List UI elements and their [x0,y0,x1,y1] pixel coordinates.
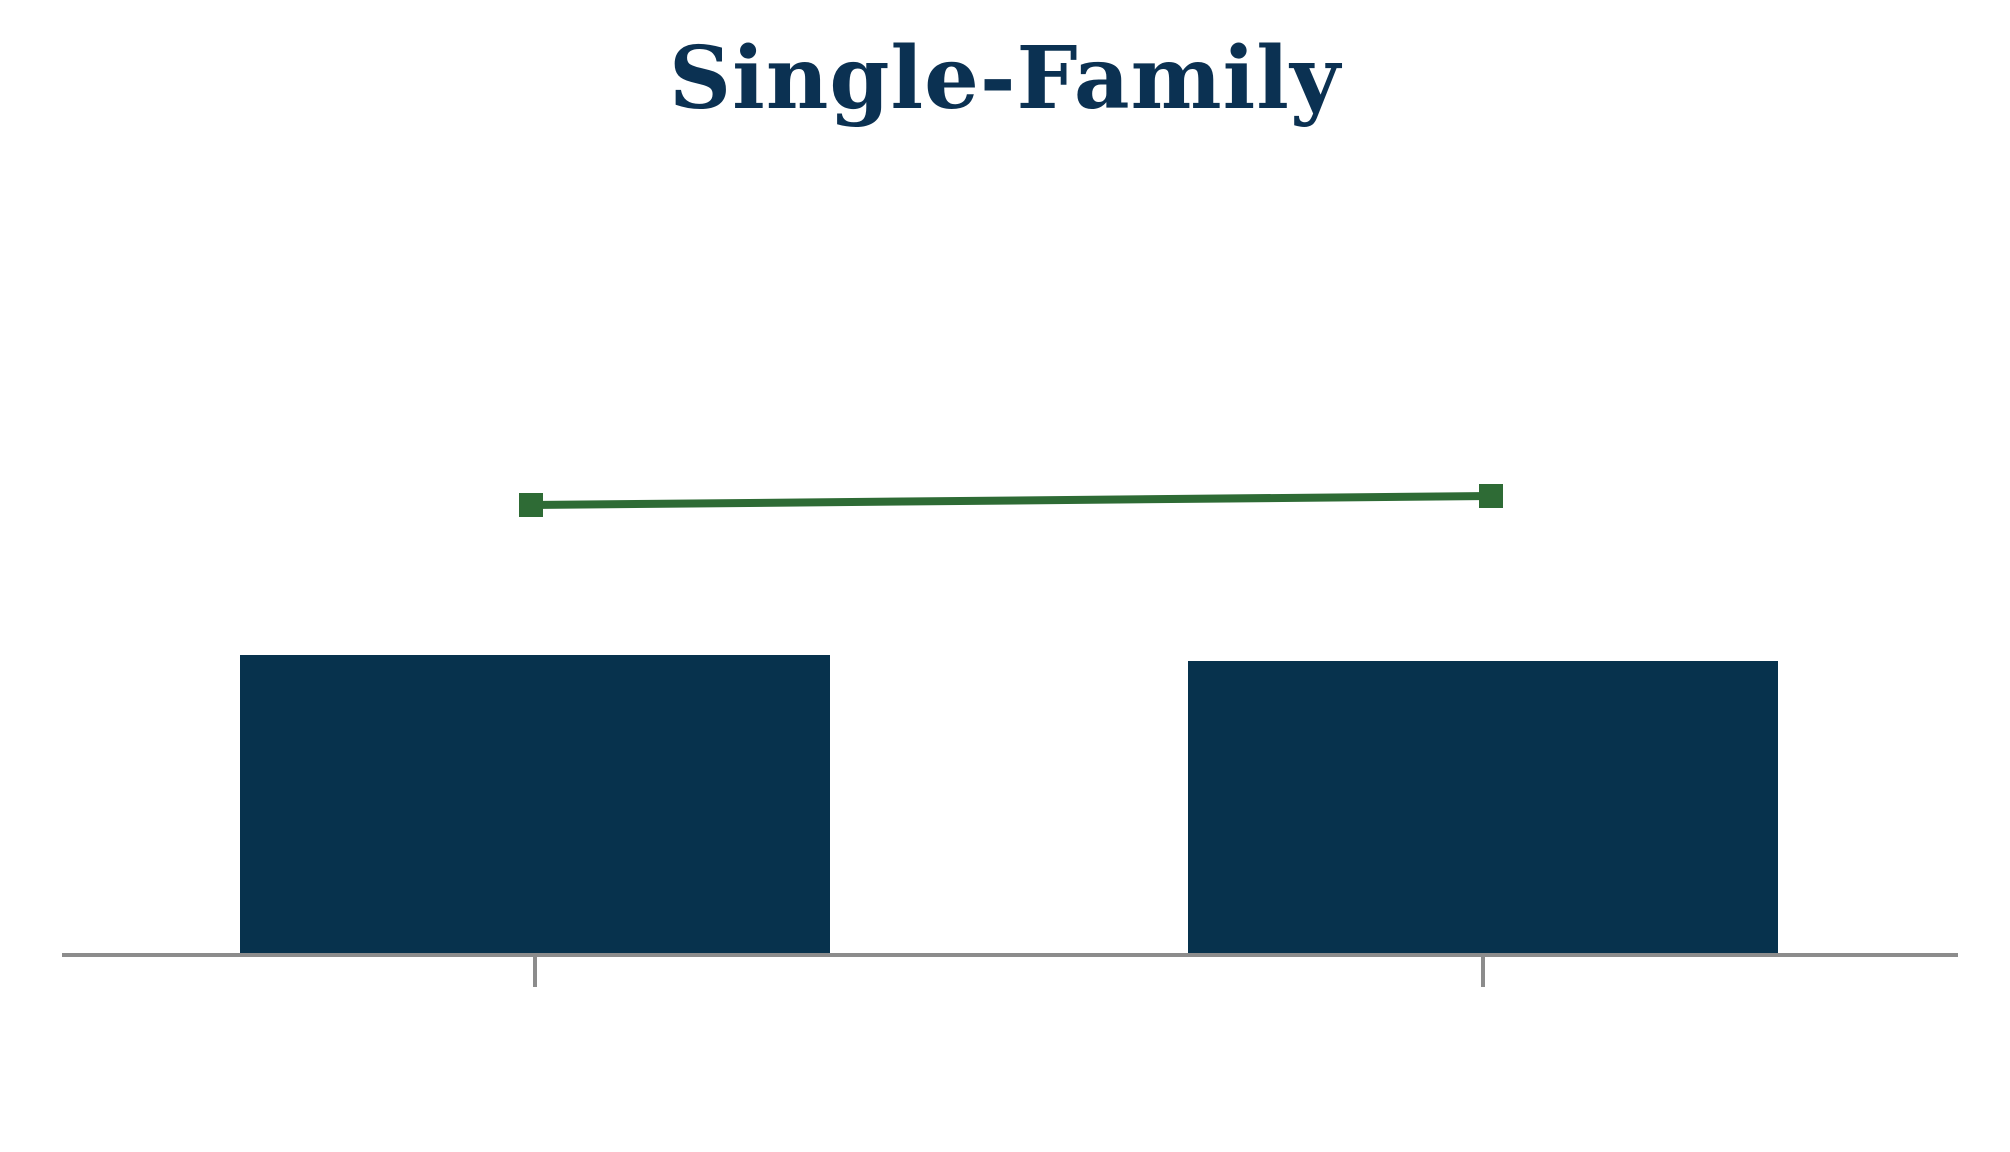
line-series [530,492,1492,509]
bars-layer [240,655,1778,955]
bar-1 [240,655,830,955]
chart-title: Single-Family [669,28,1341,129]
line-series-layer [519,484,1503,517]
line-point-2 [1479,484,1503,508]
line-point-1 [519,493,543,517]
bar-2 [1188,661,1778,955]
x-axis [62,953,1958,987]
